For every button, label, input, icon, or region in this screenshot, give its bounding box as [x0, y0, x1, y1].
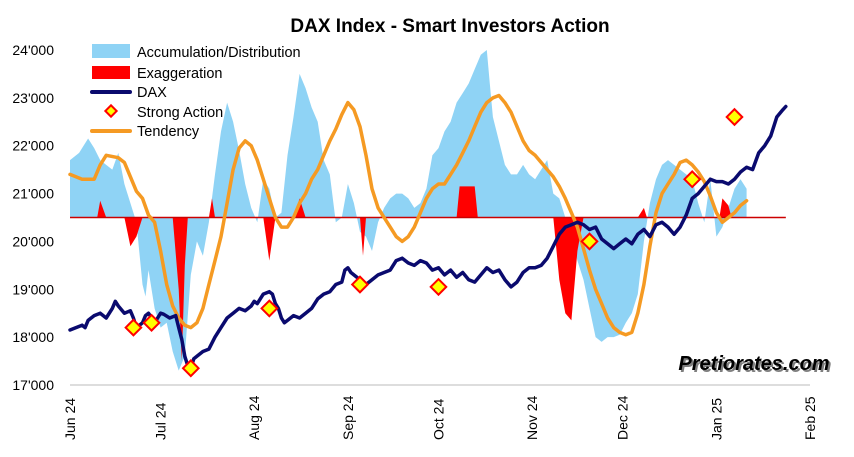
y-tick-label: 22'000	[12, 138, 54, 154]
legend-label-dax: DAX	[137, 85, 167, 101]
x-tick-label: Jan 25	[708, 398, 724, 440]
tendency-line	[68, 93, 749, 337]
x-tick-label: Sep 24	[340, 395, 356, 440]
x-tick-label: Nov 24	[524, 395, 540, 440]
x-tick-label: Jul 24	[153, 402, 169, 440]
y-axis-ticks: 17'000 18'000 19'000 20'000 21'000 22'000 23'0…	[12, 42, 54, 393]
strong-action-marker	[725, 107, 744, 127]
strong-action-marker	[142, 313, 161, 332]
exaggeration-area	[70, 186, 732, 362]
x-tick-label: Aug 24	[246, 395, 262, 440]
strong-action-marker	[683, 170, 702, 189]
y-tick-label: 23'000	[12, 90, 54, 106]
chart-title: DAX Index - Smart Investors Action	[290, 16, 609, 37]
x-tick-label: Jun 24	[62, 398, 78, 440]
accumulation-distribution-area	[70, 50, 747, 371]
strong-action-marker	[260, 299, 279, 318]
legend-swatch-accumulation	[92, 44, 130, 58]
dax-line	[68, 104, 788, 371]
legend: Accumulation/Distribution Exaggeration D…	[90, 44, 301, 140]
legend-label-tendency: Tendency	[137, 124, 200, 140]
y-tick-label: 24'000	[12, 42, 54, 58]
strong-action-marker	[181, 359, 201, 378]
strong-action-markers	[124, 107, 744, 378]
watermark-shadow: Pretiorates.com	[680, 355, 831, 377]
y-tick-label: 21'000	[12, 186, 54, 202]
x-axis-ticks: Jun 24 Jul 24 Aug 24 Sep 24 Oct 24 Nov 24 Dec …	[62, 395, 818, 440]
y-tick-label: 17'000	[12, 377, 54, 393]
strong-action-marker	[350, 275, 370, 294]
y-tick-label: 19'000	[12, 281, 54, 297]
y-tick-label: 20'000	[12, 233, 54, 249]
legend-swatch-strong-action	[103, 103, 119, 119]
y-tick-label: 18'000	[12, 329, 54, 345]
legend-label-accumulation: Accumulation/Distribution	[137, 45, 301, 61]
legend-swatch-exaggeration	[92, 66, 130, 79]
legend-label-strong-action: Strong Action	[137, 105, 223, 121]
x-tick-label: Dec 24	[615, 395, 631, 440]
strong-action-marker	[580, 232, 599, 251]
x-tick-label: Feb 25	[802, 396, 818, 440]
plot-area	[68, 50, 788, 378]
x-tick-label: Oct 24	[430, 399, 446, 440]
strong-action-marker	[429, 277, 448, 297]
strong-action-marker	[124, 318, 143, 337]
watermark: Pretiorates.com	[678, 353, 829, 375]
legend-label-exaggeration: Exaggeration	[137, 66, 222, 82]
